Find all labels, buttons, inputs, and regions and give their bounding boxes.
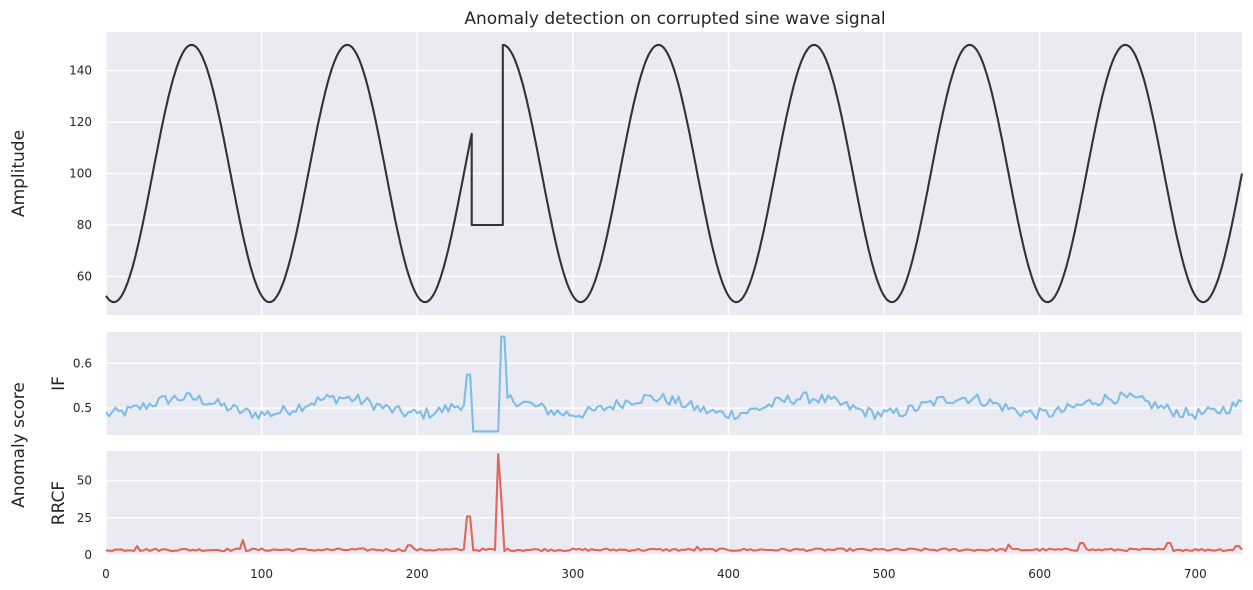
y-tick-label: 140 [69,64,92,78]
y-tick-label: 0 [84,548,92,562]
y-tick-label: 80 [77,218,92,232]
y-axis-label-rrcf: RRCF [49,481,69,525]
x-tick-label: 700 [1184,567,1207,581]
panels: 6080100120140Amplitude0.50.6IF02550RRCF0… [9,32,1244,581]
y-tick-label: 0.6 [73,356,92,370]
shared-y-axis-label: Anomaly score [9,382,29,508]
series-line-rrcf [105,452,1243,553]
y-tick-label: 25 [77,511,92,525]
x-tick-label: 0 [102,567,110,581]
y-axis-label-if: IF [49,376,69,391]
panel-rrcf: 0 25 50 RRCF 0 100 200 300 400 500 600 700 [49,451,1243,581]
y-tick-label: 120 [69,115,92,129]
panel-signal: 60 80 100 120 140 Amplitude [9,32,1244,315]
plot-background [106,451,1242,555]
panel-if: 0.5 0.6 IF [49,332,1243,435]
y-tick-label: 100 [69,167,92,181]
x-tick-label: 400 [717,567,740,581]
series-line-if [105,335,1243,433]
x-tick-label: 100 [250,567,273,581]
series-line-signal [105,43,1244,304]
y-tick-label: 50 [77,474,92,488]
x-tick-label: 300 [561,567,584,581]
x-tick-label: 600 [1028,567,1051,581]
chart-title: Anomaly detection on corrupted sine wave… [464,9,885,29]
y-tick-label: 60 [77,269,92,283]
x-tick-label: 500 [873,567,896,581]
y-tick-label: 0.5 [73,401,92,415]
plot-background [106,332,1242,435]
x-tick-label: 200 [406,567,429,581]
y-axis-label-signal: Amplitude [9,130,29,217]
